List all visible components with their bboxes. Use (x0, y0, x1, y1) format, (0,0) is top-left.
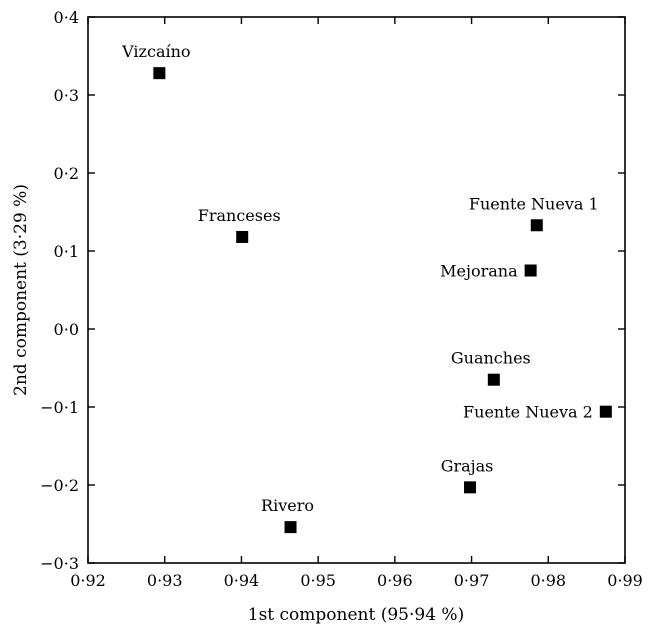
point-marker (236, 230, 249, 243)
y-axis-label: 2nd component (3·29 %) (11, 184, 31, 396)
point-label: Grajas (441, 456, 494, 475)
point-marker (524, 264, 537, 277)
y-tick-label: 0·0 (54, 320, 79, 339)
point-label: Guanches (451, 349, 531, 368)
point-label: Mejorana (440, 262, 518, 281)
point-label: Fuente Nueva 2 (463, 403, 593, 422)
x-tick-label: 0·93 (147, 571, 183, 590)
x-tick-label: 0·99 (607, 571, 643, 590)
x-tick-label: 0·95 (300, 571, 336, 590)
data-points: Vizcaíno Franceses Fuente Nueva 1 Mejorana G… (121, 42, 612, 534)
tick-marks (87, 16, 626, 564)
data-point: Fuente Nueva 2 (463, 403, 612, 422)
x-tick-label: 0·97 (454, 571, 490, 590)
point-label: Franceses (198, 206, 281, 225)
data-point: Franceses (198, 206, 281, 243)
data-point: Grajas (441, 456, 494, 494)
point-marker (153, 67, 166, 80)
data-point: Guanches (451, 349, 531, 386)
y-tick-label: −0·3 (40, 554, 79, 573)
point-marker (487, 373, 500, 386)
point-marker (284, 521, 297, 534)
y-tick-label: −0·2 (40, 476, 79, 495)
y-tick-label: 0·3 (54, 86, 79, 105)
y-tick-label: 0·4 (54, 8, 79, 27)
point-label: Rivero (261, 496, 314, 515)
y-tick-label: 0·2 (54, 164, 79, 183)
x-tick-label: 0·96 (377, 571, 413, 590)
tick-labels: 0·92 0·93 0·94 0·95 0·96 0·97 0·98 0·99 −0·3 −0·2… (40, 8, 643, 590)
y-tick-label: −0·1 (40, 398, 79, 417)
data-point: Mejorana (440, 262, 537, 281)
x-axis-label: 1st component (95·94 %) (248, 605, 464, 625)
point-label: Vizcaíno (121, 42, 190, 61)
point-label: Fuente Nueva 1 (469, 194, 599, 213)
x-tick-label: 0·98 (530, 571, 566, 590)
plot-frame (87, 16, 626, 564)
x-tick-label: 0·94 (224, 571, 260, 590)
data-point: Fuente Nueva 1 (469, 194, 599, 232)
data-point: Vizcaíno (121, 42, 191, 80)
y-tick-label: 0·1 (54, 242, 79, 261)
x-tick-label: 0·92 (70, 571, 106, 590)
point-marker (599, 405, 612, 418)
point-marker (530, 219, 543, 232)
point-marker (464, 481, 477, 494)
data-point: Rivero (261, 496, 314, 534)
